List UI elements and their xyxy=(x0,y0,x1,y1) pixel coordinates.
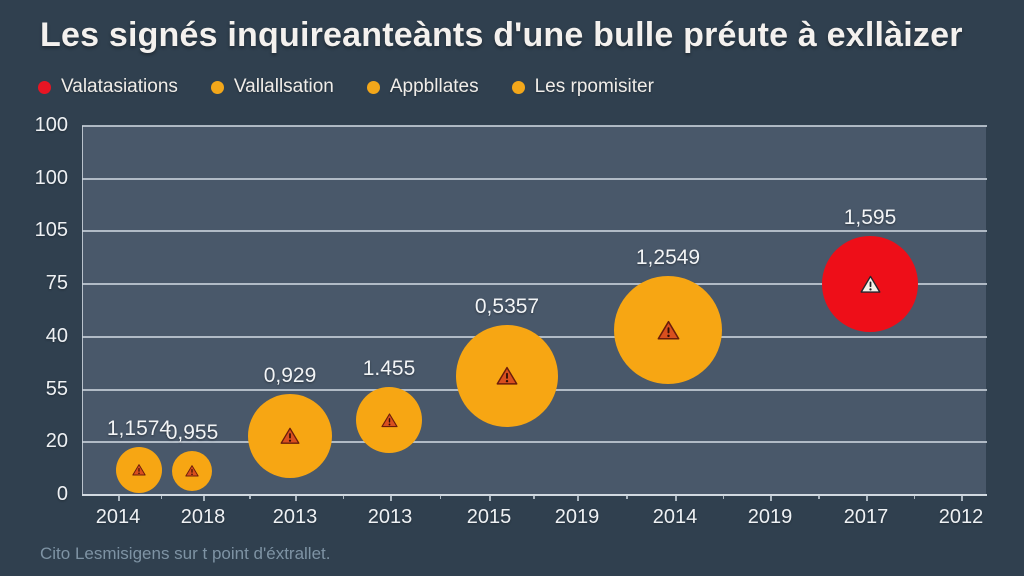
x-axis-minor-tick xyxy=(913,495,915,499)
legend: Valatasiations Vallallsation Appbllates Les… xyxy=(38,76,654,98)
warning-triangle-orange-icon xyxy=(185,464,199,478)
legend-dot-icon xyxy=(511,80,525,94)
y-axis-tick-label: 55 xyxy=(45,378,68,400)
x-axis-minor-tick xyxy=(342,495,344,499)
y-axis-tick-label: 100 xyxy=(34,167,68,189)
legend-item-label: Vallallsation xyxy=(233,76,334,97)
warning-triangle-white-icon xyxy=(860,274,881,295)
data-bubble-2013 xyxy=(248,394,332,478)
x-axis-major-tick xyxy=(390,495,392,501)
data-bubble-2013 xyxy=(356,387,422,453)
y-axis-tick-label: 0 xyxy=(56,483,68,505)
data-bubble-2014 xyxy=(116,447,162,493)
x-axis-minor-tick xyxy=(160,495,162,499)
x-axis-major-tick xyxy=(489,495,491,501)
data-bubble-2018 xyxy=(172,451,212,491)
x-axis-major-tick xyxy=(961,495,963,501)
legend-dot-icon xyxy=(210,80,224,94)
gridline xyxy=(81,230,987,232)
legend-item: Appbllates xyxy=(366,76,479,98)
data-bubble-2014 xyxy=(614,276,722,384)
bubble-value-label: 1,595 xyxy=(843,206,897,229)
warning-triangle-orange-icon xyxy=(132,463,146,477)
warning-triangle-orange-icon xyxy=(657,319,680,342)
bubble-value-label: 0,955 xyxy=(165,421,219,444)
bubble-value-label: 1,2549 xyxy=(635,246,701,269)
bubble-value-label: 0,5357 xyxy=(474,295,540,318)
x-axis-tick-label: 2017 xyxy=(843,506,889,528)
legend-dot-icon xyxy=(366,80,380,94)
legend-item: Valatasiations xyxy=(38,76,178,98)
y-axis-tick-label: 100 xyxy=(34,114,68,136)
y-axis-tick-label: 20 xyxy=(45,430,68,452)
x-axis-tick-label: 2015 xyxy=(466,506,512,528)
x-axis-tick-label: 2014 xyxy=(95,506,141,528)
x-axis-major-tick xyxy=(203,495,205,501)
chart-caption: Cito Lesmisigens sur t point d'éxtrallet… xyxy=(40,544,331,563)
warning-triangle-orange-icon xyxy=(280,426,300,446)
warning-triangle-orange-icon xyxy=(496,365,518,387)
x-axis-major-tick xyxy=(770,495,772,501)
x-axis-minor-tick xyxy=(626,495,628,499)
x-axis-tick-label: 2019 xyxy=(554,506,600,528)
data-bubble-2015 xyxy=(456,325,558,427)
data-bubble-2017 xyxy=(822,236,918,332)
legend-item-label: Appbllates xyxy=(389,76,479,97)
legend-item-label: Les rpomisiter xyxy=(534,76,654,97)
gridline xyxy=(81,125,987,127)
x-axis-minor-tick xyxy=(439,495,441,499)
legend-item-label: Valatasiations xyxy=(61,76,178,97)
x-axis-minor-tick xyxy=(249,495,251,499)
x-axis-tick-label: 2014 xyxy=(652,506,698,528)
gridline xyxy=(81,283,987,285)
y-axis-tick-label: 75 xyxy=(45,272,68,294)
chart-title: Les signés inquireanteànts d'une bulle p… xyxy=(40,16,963,54)
x-axis-tick-label: 2018 xyxy=(180,506,226,528)
y-axis-tick-label: 40 xyxy=(45,325,68,347)
x-axis-minor-tick xyxy=(722,495,724,499)
legend-item: Les rpomisiter xyxy=(511,76,654,98)
y-axis-tick-label: 105 xyxy=(34,219,68,241)
x-axis-major-tick xyxy=(675,495,677,501)
x-axis-tick-label: 2013 xyxy=(367,506,413,528)
x-axis-tick-label: 2019 xyxy=(747,506,793,528)
x-axis-minor-tick xyxy=(533,495,535,499)
bubble-value-label: 1,1574 xyxy=(106,417,172,440)
x-axis-major-tick xyxy=(577,495,579,501)
x-axis-tick-label: 2013 xyxy=(272,506,318,528)
x-axis-tick-label: 2012 xyxy=(938,506,984,528)
bubble-value-label: 1.455 xyxy=(362,357,416,380)
gridline xyxy=(81,441,987,443)
x-axis-major-tick xyxy=(866,495,868,501)
legend-dot-icon xyxy=(38,80,51,94)
gridline xyxy=(81,178,987,180)
x-axis-major-tick xyxy=(295,495,297,501)
bubble-value-label: 0,929 xyxy=(263,364,317,387)
warning-triangle-orange-icon xyxy=(380,412,398,429)
legend-item: Vallallsation xyxy=(210,76,334,98)
x-axis-minor-tick xyxy=(818,495,820,499)
x-axis-major-tick xyxy=(118,495,120,501)
